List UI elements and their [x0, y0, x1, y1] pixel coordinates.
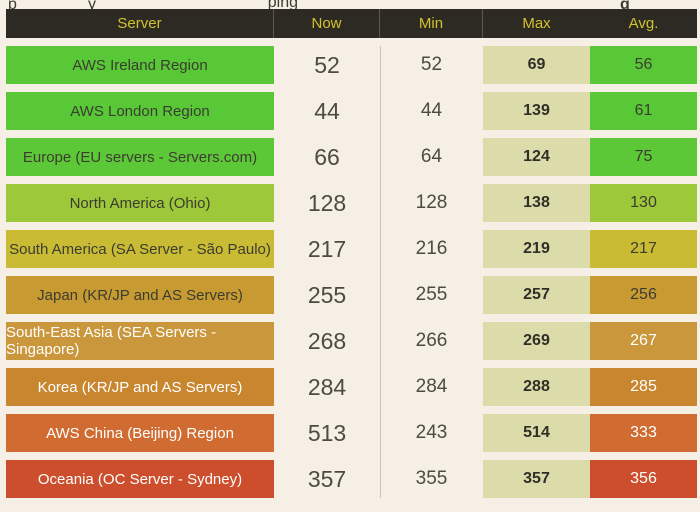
avg-ping-cell: 130 [590, 184, 697, 222]
table-row: North America (Ohio) 128 128 138 130 [6, 184, 697, 222]
avg-ping-cell: 256 [590, 276, 697, 314]
max-ping-cell: 514 [483, 414, 590, 452]
max-ping-cell: 219 [483, 230, 590, 268]
table-row: AWS Ireland Region 52 52 69 56 [6, 46, 697, 84]
clipped-top-text: p y ping g [0, 0, 700, 9]
column-header-now: Now [274, 9, 380, 38]
table-row: South America (SA Server - São Paulo) 21… [6, 230, 697, 268]
max-ping-cell: 138 [483, 184, 590, 222]
now-ping-cell: 357 [307, 465, 347, 492]
max-ping-cell: 269 [483, 322, 590, 360]
top-text-fragment: p [8, 0, 17, 9]
avg-ping-cell: 285 [590, 368, 697, 406]
table-row: South-East Asia (SEA Servers - Singapore… [6, 322, 697, 360]
table-row: AWS London Region 44 44 139 61 [6, 92, 697, 130]
heading-fragment: g [620, 0, 630, 9]
avg-ping-cell: 267 [590, 322, 697, 360]
avg-ping-cell: 75 [590, 138, 697, 176]
now-ping-cell: 513 [307, 419, 347, 446]
now-ping-cell: 66 [314, 143, 340, 170]
avg-ping-cell: 61 [590, 92, 697, 130]
now-ping-cell: 284 [307, 373, 347, 400]
min-ping-cell: 64 [420, 146, 443, 167]
min-ping-cell: 284 [415, 376, 448, 397]
now-ping-cell: 52 [314, 51, 340, 78]
server-name-cell: AWS Ireland Region [6, 46, 274, 84]
table-header-row: Server Now Min Max Avg. [6, 9, 697, 38]
ping-link[interactable]: ping [150, 0, 298, 9]
avg-ping-cell: 356 [590, 460, 697, 498]
min-ping-cell: 128 [415, 192, 448, 213]
now-ping-cell: 268 [307, 327, 347, 354]
min-ping-cell: 216 [415, 238, 448, 259]
max-ping-cell: 288 [483, 368, 590, 406]
now-ping-cell: 217 [307, 235, 347, 262]
column-header-server: Server [6, 9, 274, 38]
column-header-avg: Avg. [628, 15, 659, 32]
avg-ping-cell: 217 [590, 230, 697, 268]
server-name-cell: Europe (EU servers - Servers.com) [6, 138, 274, 176]
max-ping-cell: 69 [483, 46, 590, 84]
table-row: Korea (KR/JP and AS Servers) 284 284 288… [6, 368, 697, 406]
server-name-cell: Korea (KR/JP and AS Servers) [6, 368, 274, 406]
server-name-cell: AWS London Region [6, 92, 274, 130]
column-header-max: Max [522, 15, 551, 32]
server-name-cell: AWS China (Beijing) Region [6, 414, 274, 452]
min-ping-cell: 52 [420, 54, 443, 75]
min-ping-cell: 255 [415, 284, 448, 305]
now-ping-cell: 255 [307, 281, 347, 308]
min-ping-cell: 355 [415, 468, 448, 489]
avg-ping-cell: 333 [590, 414, 697, 452]
now-min-divider [380, 46, 381, 498]
server-name-cell: Oceania (OC Server - Sydney) [6, 460, 274, 498]
avg-ping-cell: 56 [590, 46, 697, 84]
server-table-body: AWS Ireland Region 52 52 69 56 AWS Londo… [6, 46, 697, 506]
server-name-cell: North America (Ohio) [6, 184, 274, 222]
server-name-cell: South America (SA Server - São Paulo) [6, 230, 274, 268]
table-row: Japan (KR/JP and AS Servers) 255 255 257… [6, 276, 697, 314]
top-text-fragment: y [88, 0, 96, 9]
max-ping-cell: 257 [483, 276, 590, 314]
now-ping-cell: 128 [307, 189, 347, 216]
server-name-cell: Japan (KR/JP and AS Servers) [6, 276, 274, 314]
max-ping-cell: 357 [483, 460, 590, 498]
min-ping-cell: 243 [415, 422, 448, 443]
server-name-cell: South-East Asia (SEA Servers - Singapore… [6, 322, 274, 360]
min-ping-cell: 266 [415, 330, 448, 351]
now-ping-cell: 44 [314, 97, 340, 124]
column-header-min: Min [380, 9, 483, 38]
table-row: AWS China (Beijing) Region 513 243 514 3… [6, 414, 697, 452]
max-ping-cell: 139 [483, 92, 590, 130]
max-ping-cell: 124 [483, 138, 590, 176]
table-row: Europe (EU servers - Servers.com) 66 64 … [6, 138, 697, 176]
min-ping-cell: 44 [420, 100, 443, 121]
table-row: Oceania (OC Server - Sydney) 357 355 357… [6, 460, 697, 498]
